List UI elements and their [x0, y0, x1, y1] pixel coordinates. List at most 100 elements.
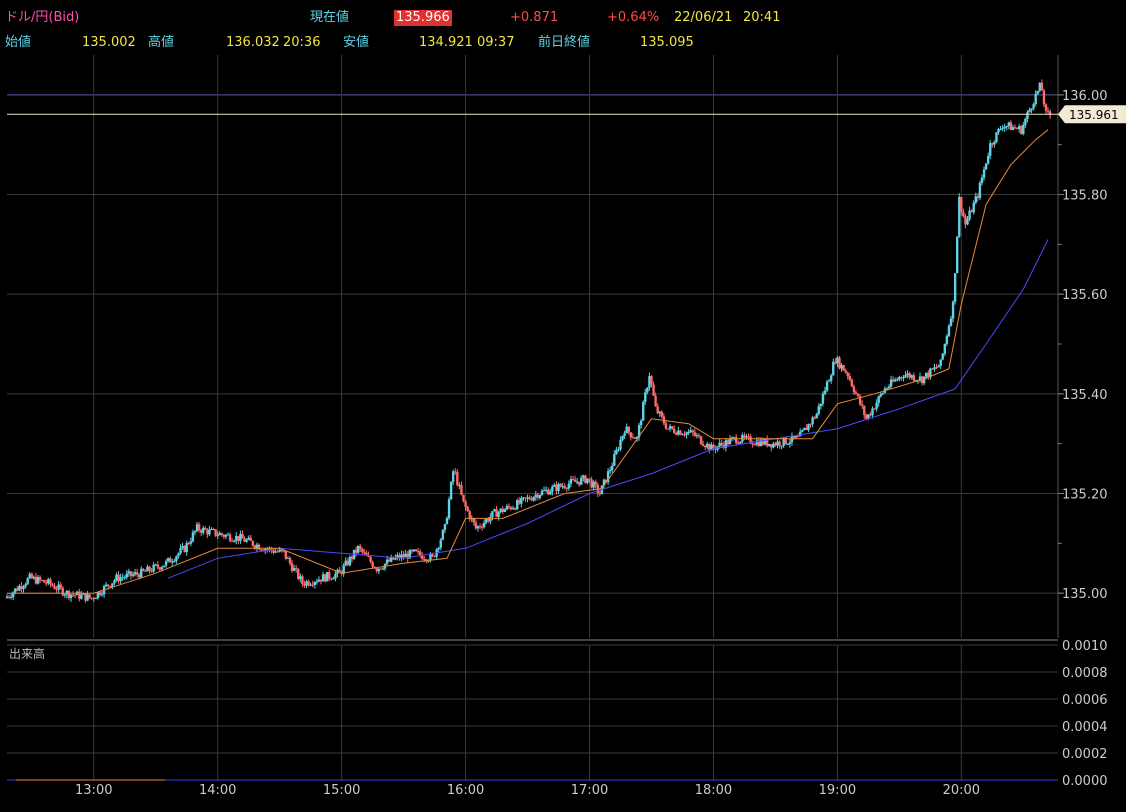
candle-body: [784, 437, 787, 444]
candle-body: [24, 584, 27, 587]
candle-body: [138, 574, 141, 578]
candle-body: [317, 579, 321, 582]
candle-body: [1040, 82, 1044, 91]
candle-body: [129, 571, 133, 576]
candle-body: [842, 365, 845, 371]
candle-body: [931, 368, 934, 370]
candle-body: [836, 357, 839, 364]
candle-body: [84, 593, 87, 601]
candle-body: [718, 442, 721, 447]
candle-body: [5, 596, 9, 599]
candle-body: [34, 576, 38, 584]
candle-body: [896, 379, 899, 381]
candle-body: [701, 444, 705, 447]
open-value: 135.002: [82, 35, 136, 50]
high-time: 20:36: [283, 35, 321, 50]
candle-body: [482, 522, 486, 527]
candle-body: [466, 506, 469, 512]
candle-body: [980, 177, 984, 183]
candle-body: [26, 578, 29, 585]
candle-body: [179, 548, 182, 554]
candle-body: [706, 443, 709, 448]
candle-body: [999, 128, 1002, 130]
candle-body: [237, 535, 240, 541]
candle-body: [28, 573, 31, 579]
candle-body: [602, 479, 606, 486]
candle-body: [168, 558, 172, 563]
candle-body: [63, 594, 67, 596]
candle-body: [863, 405, 866, 415]
candle-body: [67, 591, 71, 598]
candle-body: [323, 574, 327, 582]
candle-body: [964, 216, 967, 225]
candle-body: [90, 597, 93, 599]
candle-body: [119, 577, 122, 582]
volume-title: 出来高: [9, 646, 45, 661]
candle-body: [441, 530, 445, 540]
candle-body: [947, 325, 951, 337]
current-price-tag: 135.961: [1058, 105, 1126, 124]
candle-body: [47, 579, 50, 584]
candle-body: [410, 550, 414, 552]
candle-body: [889, 379, 893, 387]
candle-body: [662, 416, 666, 424]
candle-body: [1022, 124, 1025, 134]
candle-body: [939, 359, 942, 367]
candle-body: [284, 550, 288, 559]
candle-body: [346, 560, 350, 566]
candle-body: [30, 573, 33, 579]
candle-body: [984, 163, 988, 170]
price-tick-label: 135.20: [1062, 487, 1108, 502]
candle-body: [125, 573, 129, 578]
candle-body: [532, 497, 535, 501]
candle-body: [900, 376, 903, 378]
candle-body: [365, 552, 368, 556]
candle-body: [699, 436, 703, 445]
candle-body: [854, 392, 858, 394]
candle-body: [867, 414, 870, 419]
high-label: 高値: [148, 35, 175, 50]
candle-body: [9, 596, 13, 598]
candle-body: [739, 441, 742, 444]
candle-body: [794, 436, 798, 438]
candle-body: [608, 469, 612, 472]
candle-body: [511, 508, 515, 510]
candle-body: [288, 557, 292, 564]
candle-body: [623, 433, 626, 436]
candle-body: [181, 545, 184, 549]
candle-body: [734, 437, 738, 444]
candle-body: [36, 576, 40, 584]
volume-axis: 0.0010 0.0008 0.0006 0.0004 0.0002 0.0000: [1062, 639, 1108, 789]
date-value: 22/06/21: [674, 10, 733, 25]
candle-body: [55, 588, 58, 590]
candle-body: [121, 577, 124, 579]
candle-body: [840, 365, 843, 369]
candle-body: [18, 585, 21, 591]
candle-body: [573, 479, 577, 482]
volume-tick-label: 0.0008: [1062, 666, 1108, 681]
candle-body: [443, 524, 447, 531]
candle-body: [516, 500, 519, 510]
candle-body: [445, 518, 449, 525]
candle-body: [212, 528, 215, 530]
candle-body: [1028, 109, 1031, 113]
candle-body: [107, 584, 110, 587]
candle-body: [724, 440, 728, 449]
candle-body: [943, 344, 947, 354]
candle-body: [152, 564, 155, 572]
candle-body: [759, 439, 763, 447]
candle-body: [53, 585, 56, 589]
candle-body: [817, 406, 820, 414]
candle-body: [239, 533, 242, 541]
candle-body: [491, 511, 494, 518]
candle-body: [972, 202, 975, 213]
candle-body: [493, 509, 496, 512]
candle-body: [189, 541, 193, 544]
candle-body: [650, 376, 653, 385]
candle-body: [356, 545, 360, 553]
candle-body: [175, 556, 178, 561]
candle-body: [660, 411, 664, 417]
candle-body: [501, 508, 504, 512]
candle-body: [935, 367, 938, 369]
